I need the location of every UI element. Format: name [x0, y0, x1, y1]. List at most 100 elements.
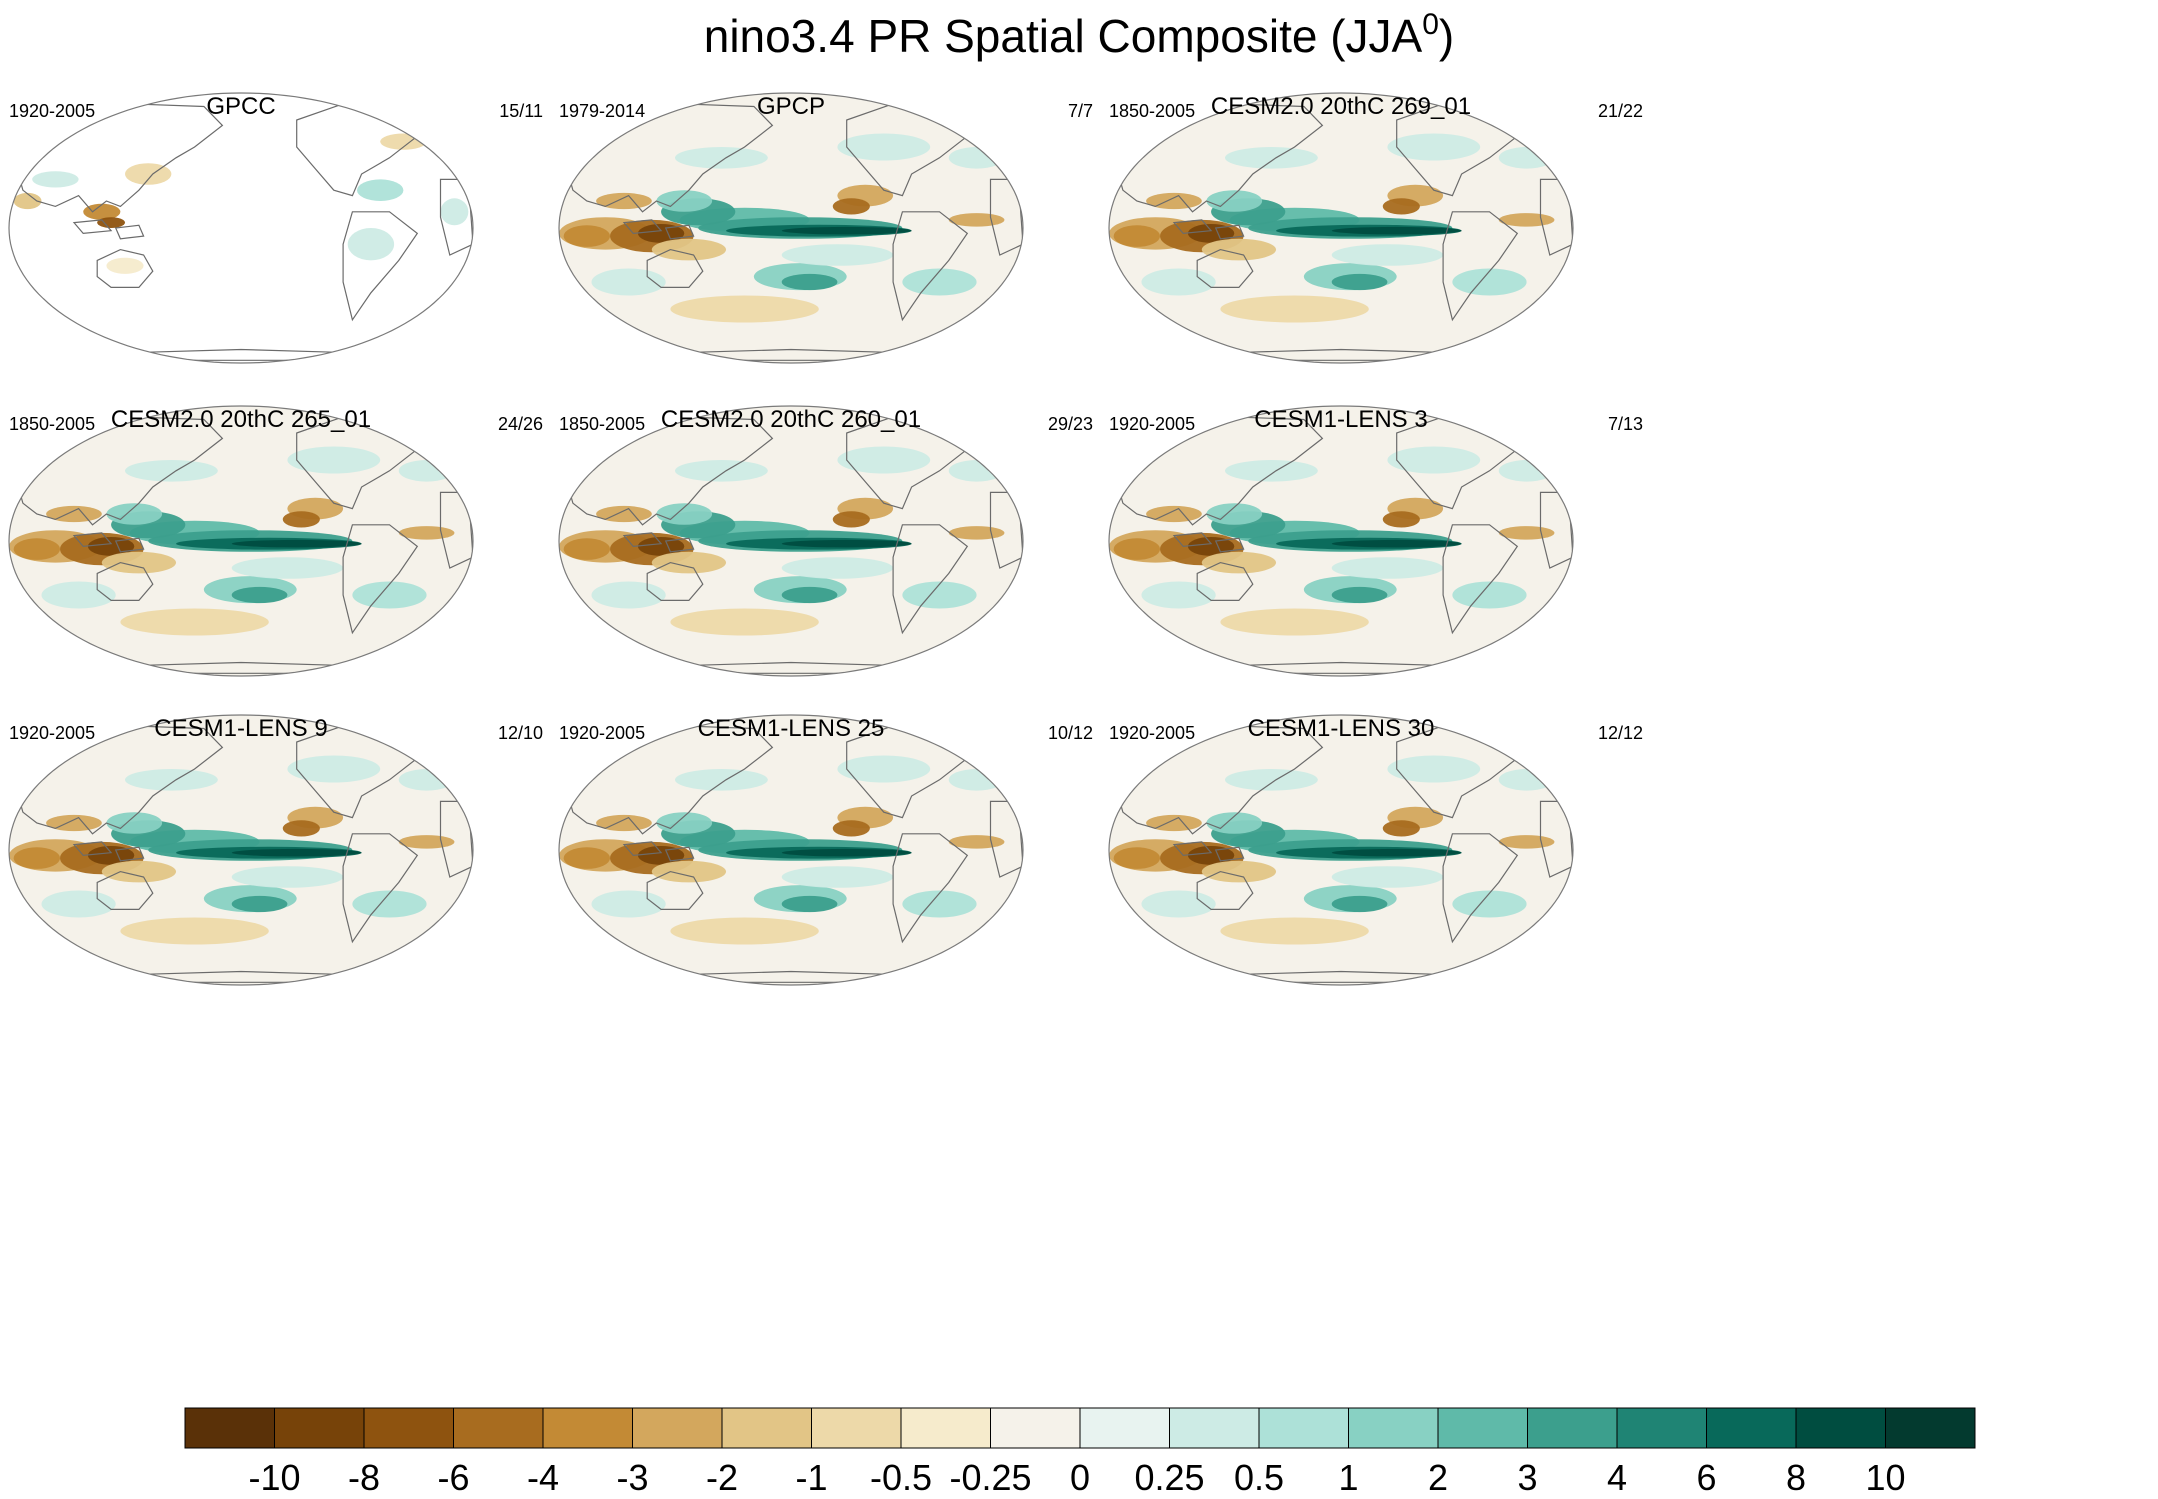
anomaly-patch: [948, 213, 1005, 227]
colorbar-swatch: [274, 1407, 365, 1449]
colorbar-tick-label: 2: [1428, 1457, 1448, 1498]
colorbar-swatch: [1348, 1407, 1439, 1449]
panel-title: CESM2.0 20thC 265_01: [111, 406, 371, 433]
anomaly-patch: [352, 581, 427, 609]
colorbar-swatch: [1795, 1407, 1886, 1449]
panel-period: 1920-2005: [1109, 723, 1195, 743]
anomaly-patch: [120, 917, 269, 945]
colorbar-tick-label: 3: [1517, 1457, 1537, 1498]
anomaly-patch: [596, 505, 652, 523]
colorbar-tick-label: 10: [1865, 1457, 1905, 1498]
anomaly-patch: [398, 526, 455, 540]
coastline: [96, 561, 154, 601]
anomaly-patch: [1206, 190, 1263, 212]
anomaly-patch: [1498, 835, 1555, 849]
anomaly-patch: [357, 179, 404, 201]
anomaly-patch: [1331, 848, 1462, 857]
anomaly-patch: [1201, 551, 1277, 574]
anomaly-patch: [781, 557, 894, 579]
coastline: [1196, 248, 1254, 288]
anomaly-patch: [1452, 268, 1527, 296]
anomaly-patch: [1331, 244, 1444, 266]
anomaly-patch: [902, 890, 977, 918]
anomaly-patch: [670, 608, 819, 636]
coastline: [342, 524, 419, 635]
colorbar-swatch: [900, 1407, 991, 1449]
anomaly-patch: [832, 511, 870, 528]
colorbar-tick-label: 4: [1607, 1457, 1627, 1498]
coastline: [114, 537, 145, 553]
anomaly-patch: [83, 203, 121, 220]
anomaly-patch: [1331, 895, 1388, 913]
anomaly-patch: [1220, 917, 1369, 945]
anomaly-patch: [13, 847, 61, 869]
colorbar-swatch: [1706, 1407, 1797, 1449]
anomaly-patch: [101, 860, 177, 883]
anomaly-patch: [837, 446, 931, 474]
anomaly-patch: [651, 238, 727, 261]
coastline: [1214, 224, 1245, 240]
panel-count: 10/12: [1048, 723, 1093, 743]
anomaly-patch: [1331, 539, 1462, 548]
anomaly-patch: [231, 848, 362, 857]
coastline: [1196, 870, 1254, 910]
coastline: [646, 561, 704, 601]
colorbar-swatch: [990, 1407, 1081, 1449]
colorbar-tick-label: -0.5: [870, 1457, 932, 1498]
anomaly-patch: [1113, 538, 1161, 560]
map-panels: GPCC 1920-2005 15/11 GPCP 1979-2014 7/7 CESM2.…: [8, 92, 1643, 986]
colorbar-swatch: [1616, 1407, 1707, 1449]
anomaly-patch: [106, 503, 163, 525]
anomaly-patch: [1498, 213, 1555, 227]
anomaly-patch: [1387, 133, 1481, 161]
anomaly-patch: [781, 848, 912, 857]
coastline: [1117, 416, 1324, 526]
anomaly-patch: [231, 866, 344, 888]
map-outline: [1108, 92, 1574, 364]
panel-period: 1920-2005: [1109, 414, 1195, 434]
anomaly-patch: [1113, 847, 1161, 869]
colorbar-swatch: [184, 1407, 275, 1449]
anomaly-patch: [46, 814, 102, 832]
anomaly-patch: [231, 539, 362, 548]
colorbar-tick-label: -10: [248, 1457, 300, 1498]
anomaly-patch: [347, 228, 395, 261]
coastline: [1172, 532, 1213, 548]
anomaly-patch: [120, 608, 269, 636]
map-outline: [1108, 714, 1574, 986]
panel-period: 1920-2005: [559, 723, 645, 743]
panel-period: 1850-2005: [9, 414, 95, 434]
anomaly-patch: [440, 198, 469, 226]
colorbar-swatch: [1527, 1407, 1618, 1449]
coastline: [664, 846, 695, 862]
coastline: [72, 219, 113, 235]
anomaly-patch: [1225, 147, 1318, 169]
panel-count: 24/26: [498, 414, 543, 434]
colorbar-tick-label: -2: [706, 1457, 738, 1498]
panel-period: 1850-2005: [559, 414, 645, 434]
coastline: [114, 224, 145, 240]
anomaly-patch: [832, 820, 870, 837]
panel-period: 1920-2005: [9, 101, 95, 121]
panel-count: 21/22: [1598, 101, 1643, 121]
anomaly-patch: [1331, 586, 1388, 604]
panel-title: CESM2.0 20thC 260_01: [661, 406, 921, 433]
coastline: [622, 841, 663, 857]
anomaly-patch: [781, 226, 912, 235]
colorbar-tick-label: -3: [616, 1457, 648, 1498]
coastline: [96, 248, 154, 288]
coastline: [114, 846, 145, 862]
coastline: [1442, 833, 1519, 944]
coastline: [1196, 561, 1254, 601]
colorbar-tick-label: -1: [795, 1457, 827, 1498]
anomaly-patch: [781, 539, 912, 548]
anomaly-patch: [1331, 226, 1462, 235]
coastline: [17, 725, 224, 835]
coastline: [646, 248, 704, 288]
anomaly-patch: [902, 581, 977, 609]
anomaly-patch: [596, 814, 652, 832]
anomaly-patch: [651, 551, 727, 574]
coastline: [17, 416, 224, 526]
map-panel-cesm1-lens-3: CESM1-LENS 3 1920-2005 7/13: [1108, 405, 1643, 677]
anomaly-patch: [1201, 238, 1277, 261]
